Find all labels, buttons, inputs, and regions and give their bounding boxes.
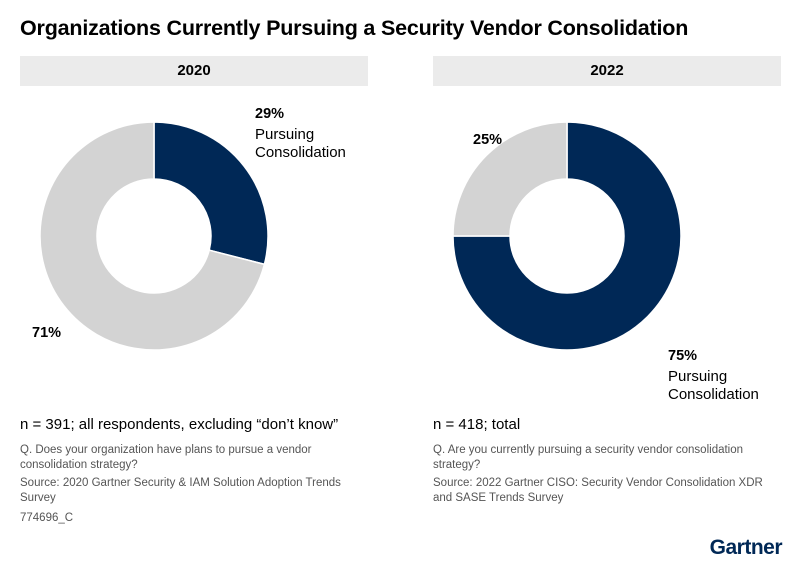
label-2022-pursuing-text-2: Consolidation xyxy=(668,386,759,403)
source-2022: Source: 2022 Gartner CISO: Security Vend… xyxy=(433,477,763,504)
label-2022-other-pct: 25% xyxy=(473,132,503,148)
sample-size-2020: n = 391; all respondents, excluding “don… xyxy=(20,416,339,433)
label-2020-other-pct: 71% xyxy=(32,325,62,341)
donut-chart-2022 xyxy=(452,121,682,351)
slice-2020-other xyxy=(39,121,266,351)
slice-2022-other xyxy=(452,121,568,237)
slice-2020-pursuing xyxy=(153,121,269,266)
label-2022-pursuing-text-1: Pursuing xyxy=(668,368,728,385)
label-2020-pursuing-text-1: Pursuing xyxy=(255,126,315,143)
sample-size-2022: n = 418; total xyxy=(433,416,521,433)
year-header-2020: 2020 xyxy=(20,56,368,86)
donut-chart-2020 xyxy=(39,121,269,351)
chart-title: Organizations Currently Pursuing a Secur… xyxy=(20,16,689,40)
gartner-logo: Gartner xyxy=(709,536,783,559)
panel-2020: 2020 29% Pursuing Consolidation 71% n = … xyxy=(20,56,368,516)
label-2020-pursuing-text-2: Consolidation xyxy=(255,144,346,161)
source-2020: Source: 2020 Gartner Security & IAM Solu… xyxy=(20,477,341,504)
question-2020: Q. Does your organization have plans to … xyxy=(20,444,312,471)
panel-2022: 2022 25% 75% Pursuing Consolidation n = … xyxy=(433,56,781,516)
question-2022: Q. Are you currently pursuing a security… xyxy=(433,444,744,471)
label-2022-pursuing-pct: 75% xyxy=(668,348,698,364)
slice-2022-pursuing xyxy=(452,121,682,351)
figure-code: 774696_C xyxy=(20,512,74,524)
label-2020-pursuing-pct: 29% xyxy=(255,106,285,122)
year-header-2022: 2022 xyxy=(433,56,781,86)
